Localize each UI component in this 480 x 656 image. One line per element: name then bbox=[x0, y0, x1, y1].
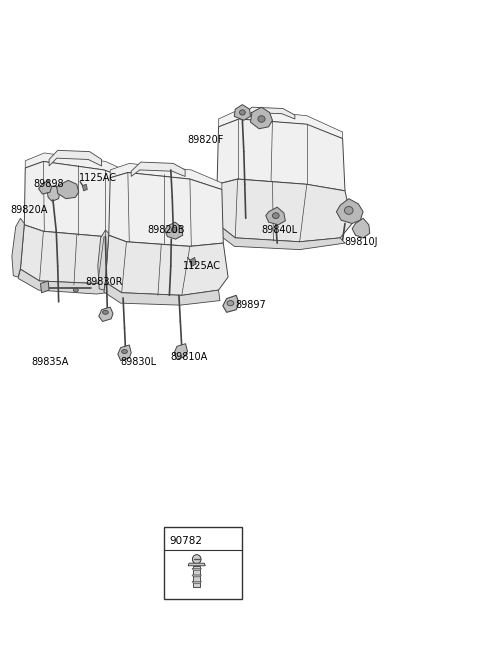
Polygon shape bbox=[21, 225, 141, 283]
Polygon shape bbox=[38, 180, 51, 194]
Polygon shape bbox=[104, 282, 220, 305]
Ellipse shape bbox=[258, 115, 265, 122]
Polygon shape bbox=[165, 222, 183, 239]
Polygon shape bbox=[57, 180, 79, 199]
Polygon shape bbox=[217, 179, 352, 242]
Polygon shape bbox=[24, 161, 136, 237]
Text: 89820F: 89820F bbox=[188, 135, 224, 145]
Polygon shape bbox=[109, 173, 223, 247]
Polygon shape bbox=[336, 199, 363, 224]
Polygon shape bbox=[98, 230, 109, 290]
Polygon shape bbox=[188, 563, 205, 565]
Polygon shape bbox=[192, 581, 202, 583]
Ellipse shape bbox=[345, 207, 353, 215]
Ellipse shape bbox=[73, 288, 78, 292]
Text: 89830L: 89830L bbox=[120, 357, 157, 367]
Ellipse shape bbox=[192, 555, 201, 564]
Polygon shape bbox=[234, 104, 251, 120]
Polygon shape bbox=[83, 184, 87, 191]
Text: 89810J: 89810J bbox=[344, 237, 378, 247]
Bar bbox=[164, 527, 242, 599]
Polygon shape bbox=[217, 225, 345, 250]
Polygon shape bbox=[25, 153, 134, 181]
Polygon shape bbox=[174, 344, 188, 359]
Polygon shape bbox=[218, 109, 343, 138]
Ellipse shape bbox=[273, 213, 279, 218]
Ellipse shape bbox=[171, 228, 177, 233]
Polygon shape bbox=[110, 163, 222, 190]
Polygon shape bbox=[223, 295, 239, 312]
Polygon shape bbox=[266, 207, 285, 225]
Text: 89820A: 89820A bbox=[10, 205, 48, 215]
Polygon shape bbox=[47, 186, 60, 201]
Ellipse shape bbox=[103, 310, 108, 314]
Polygon shape bbox=[190, 257, 196, 266]
Text: 1125AC: 1125AC bbox=[79, 173, 117, 183]
Polygon shape bbox=[99, 307, 113, 321]
Text: 89840L: 89840L bbox=[262, 225, 298, 235]
Polygon shape bbox=[118, 345, 131, 361]
Polygon shape bbox=[131, 162, 185, 176]
Polygon shape bbox=[192, 568, 202, 570]
Text: 89810A: 89810A bbox=[171, 352, 208, 362]
Polygon shape bbox=[106, 236, 228, 295]
Text: 89898: 89898 bbox=[34, 179, 64, 190]
Text: 1125AC: 1125AC bbox=[183, 261, 221, 271]
Polygon shape bbox=[12, 218, 24, 277]
Text: 89897: 89897 bbox=[235, 300, 266, 310]
Polygon shape bbox=[49, 150, 102, 166]
Ellipse shape bbox=[240, 110, 245, 115]
Text: 89830R: 89830R bbox=[85, 277, 122, 287]
Polygon shape bbox=[352, 218, 370, 238]
Polygon shape bbox=[217, 119, 345, 191]
Ellipse shape bbox=[227, 300, 234, 306]
Text: 89820B: 89820B bbox=[147, 225, 184, 235]
Polygon shape bbox=[192, 575, 202, 577]
Polygon shape bbox=[251, 107, 273, 129]
Ellipse shape bbox=[121, 350, 127, 354]
Polygon shape bbox=[193, 565, 200, 587]
Polygon shape bbox=[18, 269, 134, 294]
Polygon shape bbox=[40, 281, 49, 293]
Text: 90782: 90782 bbox=[169, 535, 203, 546]
Polygon shape bbox=[244, 107, 295, 119]
Text: 89835A: 89835A bbox=[31, 357, 68, 367]
